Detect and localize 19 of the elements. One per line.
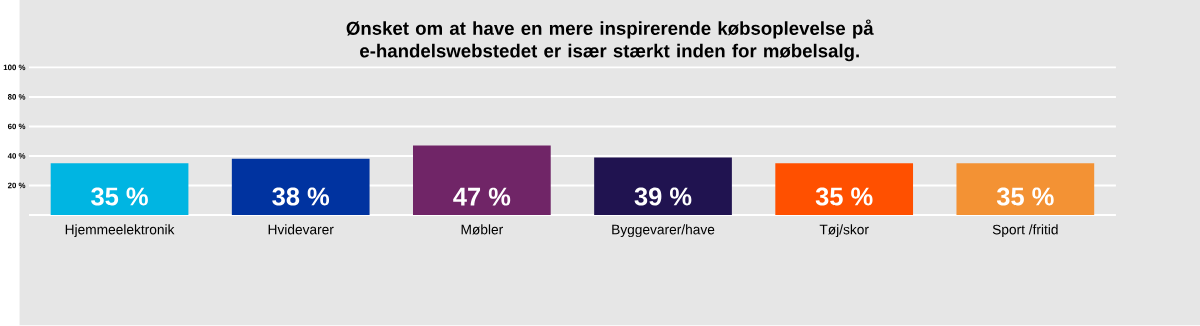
bar (50, 163, 189, 216)
data-label: 39 % (634, 187, 692, 206)
x-tick-label: Tøj/skor (819, 224, 869, 238)
bar (413, 145, 551, 216)
x-tick-label: Sport /fritid (992, 224, 1058, 238)
data-label: 38 % (272, 187, 330, 206)
data-label: 35 % (996, 187, 1054, 206)
chart-title: Ønsket om at have en mere inspirerende købsoplevelse på e-handelswebstedet er især stærkt inden for møbelsalg. (346, 19, 874, 62)
bar (775, 163, 914, 216)
x-tick-label: Hjemmeelektronik (65, 224, 175, 238)
bar (231, 159, 370, 216)
bar (956, 163, 1095, 216)
bar (594, 157, 732, 216)
data-label: 35 % (815, 187, 873, 206)
x-tick-label: Møbler (461, 224, 503, 235)
x-tick-label: Byggevarer/have (612, 224, 715, 238)
data-label: 35 % (91, 187, 148, 206)
x-tick-label: Hvidevarer (268, 224, 334, 235)
data-label: 47 % (453, 187, 511, 206)
